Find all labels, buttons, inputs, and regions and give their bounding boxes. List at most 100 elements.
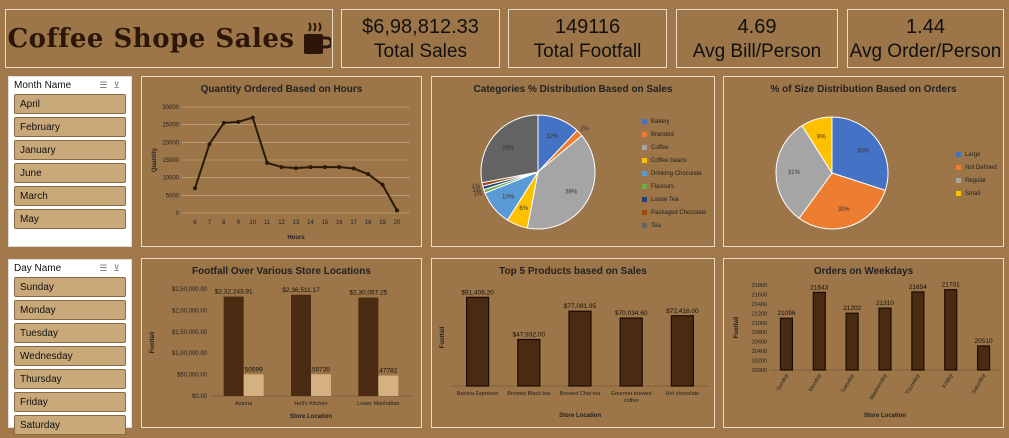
size-pie-chart: 30% 30% 31% 9% xyxy=(775,116,889,230)
data-point xyxy=(207,142,212,147)
legend-item: Large xyxy=(956,148,997,161)
y-tick-label: 20000 xyxy=(752,368,767,374)
x-tick-label: Tuesday xyxy=(840,373,856,394)
slicer-item-thursday[interactable]: Thursday xyxy=(14,369,126,389)
bar xyxy=(911,291,925,371)
data-label: $2,30,057.25 xyxy=(349,290,387,297)
y-tick-label: 20000 xyxy=(162,140,179,146)
x-tick-label: 11 xyxy=(264,220,271,226)
multi-select-icon[interactable]: ☰ xyxy=(99,263,114,273)
size-legend: Large Not Defined Regular Small xyxy=(956,148,997,200)
bar xyxy=(845,312,859,371)
dashboard-title: Coffee Shope Sales xyxy=(7,23,295,54)
dashboard-title-panel: Coffee Shope Sales xyxy=(5,9,333,68)
slicer-item-may[interactable]: May xyxy=(14,209,126,229)
legend-item: Flavours xyxy=(642,180,706,193)
coffee-cup-icon xyxy=(303,21,331,54)
pie-slice xyxy=(480,114,539,184)
slicer-item-february[interactable]: February xyxy=(14,117,126,137)
slicer-item-saturday[interactable]: Saturday xyxy=(14,415,126,435)
slice-label: 28% xyxy=(502,145,515,151)
slicer-item-friday[interactable]: Friday xyxy=(14,392,126,412)
y-axis-label: Footfall xyxy=(440,326,446,348)
top-products-chart-panel: Top 5 Products based on Sales $91,406.20… xyxy=(431,258,715,428)
y-tick-label: 21800 xyxy=(752,283,767,289)
x-tick-label: 12 xyxy=(278,220,285,226)
y-tick-label: 21600 xyxy=(752,292,767,298)
legend-label: Not Defined xyxy=(965,164,997,171)
legend-label: Coffee xyxy=(651,144,669,151)
kpi-total-sales: $6,98,812.33 Total Sales xyxy=(341,9,500,68)
data-label: $91,406.20 xyxy=(461,289,494,296)
slicer-item-january[interactable]: January xyxy=(14,140,126,160)
legend-item: Branded xyxy=(642,128,706,141)
x-axis-label: Store Location xyxy=(559,413,601,419)
month-slicer: Month Name ☰⊻ April February January Jun… xyxy=(8,76,132,247)
data-label: 21096 xyxy=(777,310,795,317)
multi-select-icon[interactable]: ☰ xyxy=(99,80,114,90)
y-tick-label: $50,000.00 xyxy=(177,373,208,379)
x-tick-label: 10 xyxy=(249,220,256,226)
clear-filter-icon[interactable]: ⊻ xyxy=(113,263,126,273)
slicer-item-sunday[interactable]: Sunday xyxy=(14,277,126,297)
slicer-item-tuesday[interactable]: Tuesday xyxy=(14,323,126,343)
legend-swatch xyxy=(642,158,647,163)
data-label: $72,416.00 xyxy=(666,308,699,315)
category-pie-chart: 12%2%39%6%10%1%1%1%28% xyxy=(471,114,596,230)
legend-item: Drinking Chocolate xyxy=(642,167,706,180)
x-tick-label: 17 xyxy=(350,220,357,226)
kpi-label: Total Sales xyxy=(374,41,467,62)
bar xyxy=(465,296,490,387)
slicer-item-wednesday[interactable]: Wednesday xyxy=(14,346,126,366)
slicer-item-june[interactable]: June xyxy=(14,163,126,183)
data-label: 21202 xyxy=(843,305,861,312)
legend-label: Flavours xyxy=(651,183,675,190)
x-tick-label: 14 xyxy=(307,220,314,226)
store-footfall-chart: $0.00 $50,000.00 $1,00,000.00 $1,50,000.00 $… xyxy=(150,287,412,420)
chart-title: Orders on Weekdays xyxy=(813,266,914,277)
slicer-title: Day Name xyxy=(14,263,62,274)
slicer-header: Day Name ☰⊻ xyxy=(9,260,131,277)
slice-label: 30% xyxy=(838,207,851,213)
slicer-item-march[interactable]: March xyxy=(14,186,126,206)
y-tick-label: 0 xyxy=(176,211,180,217)
kpi-avg-order: 1.44 Avg Order/Person xyxy=(847,9,1004,68)
store-footfall-chart-panel: Footfall Over Various Store Locations $0… xyxy=(141,258,422,428)
slicer-item-april[interactable]: April xyxy=(14,94,126,114)
legend-label: Coffee beans xyxy=(651,157,687,164)
data-label: 21310 xyxy=(876,300,894,307)
slice-label: 30% xyxy=(857,149,870,155)
bar xyxy=(223,296,244,396)
clear-filter-icon[interactable]: ⊻ xyxy=(113,80,126,90)
legend-swatch xyxy=(642,223,647,228)
slice-label: 1% xyxy=(471,184,480,190)
legend-label: Drinking Chocolate xyxy=(651,170,702,177)
slicer-item-monday[interactable]: Monday xyxy=(14,300,126,320)
y-tick-label: 20200 xyxy=(752,359,767,365)
x-tick-label: Barista Espresso xyxy=(457,391,499,397)
x-tick-label: Astoria xyxy=(235,401,253,407)
chart-title: Top 5 Products based on Sales xyxy=(499,266,647,277)
y-tick-label: $2,50,000.00 xyxy=(172,287,208,293)
kpi-value: 149116 xyxy=(554,16,621,38)
y-tick-label: 10000 xyxy=(162,176,179,182)
kpi-label: Total Footfall xyxy=(533,41,642,62)
bar xyxy=(311,374,331,396)
y-tick-label: 21000 xyxy=(752,321,767,327)
category-legend: Bakery Branded Coffee Coffee beans Drinking … xyxy=(642,115,706,232)
x-tick-label: 9 xyxy=(237,220,241,226)
x-axis-label: Hours xyxy=(287,235,305,241)
data-label: 21701 xyxy=(942,282,960,289)
x-axis-label: Store Location xyxy=(864,413,906,419)
kpi-value: $6,98,812.33 xyxy=(362,16,479,38)
x-tick-label: Lower Manhattan xyxy=(357,401,400,407)
bar xyxy=(243,374,264,396)
x-tick-label: 18 xyxy=(365,220,372,226)
pie-slice xyxy=(831,116,889,191)
bar xyxy=(779,317,794,371)
data-label: $2,32,243.91 xyxy=(215,289,253,296)
y-tick-label: 20800 xyxy=(752,330,767,336)
data-point xyxy=(279,165,284,170)
legend-item: Packaged Chocolate xyxy=(642,206,706,219)
weekday-orders-chart-panel: Orders on Weekdays 20000 20200 20400 20600 2… xyxy=(723,258,1004,428)
